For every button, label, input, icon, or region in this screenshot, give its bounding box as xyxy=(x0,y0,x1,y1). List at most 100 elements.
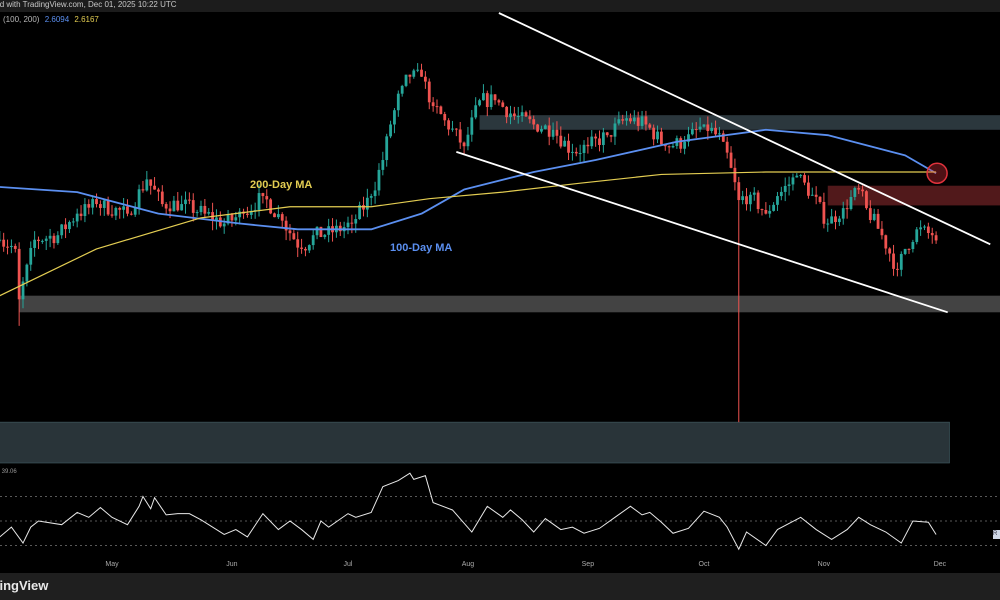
candle-body xyxy=(594,136,598,139)
candle-body xyxy=(215,217,218,221)
candle-body xyxy=(574,151,578,154)
ma200-line xyxy=(0,171,937,297)
candle-body xyxy=(56,235,60,244)
candle-body xyxy=(280,214,284,221)
candle-body xyxy=(687,134,690,142)
candle-body xyxy=(431,102,435,107)
candle-body xyxy=(234,217,238,221)
candle-body xyxy=(261,193,265,197)
candle-body xyxy=(698,126,702,130)
candle-body xyxy=(644,116,648,125)
candle-body xyxy=(810,194,814,196)
candle-body xyxy=(814,194,818,197)
candle-body xyxy=(745,196,748,205)
candle-body xyxy=(381,160,385,170)
x-tick-jun: Jun xyxy=(226,561,238,568)
candle-body xyxy=(919,227,923,230)
candle-body xyxy=(137,189,141,208)
candle-body xyxy=(33,239,37,248)
candle-body xyxy=(296,239,300,248)
candle-body xyxy=(358,205,362,220)
candle-body xyxy=(327,226,331,235)
candle-body xyxy=(319,226,323,238)
candle-body xyxy=(474,105,478,118)
candle-body xyxy=(640,116,644,126)
candle-body xyxy=(172,200,176,212)
candle-body xyxy=(865,191,868,209)
footer-bar: TradingView xyxy=(0,573,1000,600)
candle-body xyxy=(439,106,443,115)
indicator-legend: (100, 200) 2.6094 2.6167 xyxy=(3,15,99,25)
candle-body xyxy=(199,205,203,213)
candle-body xyxy=(489,94,493,108)
candle-body xyxy=(203,205,207,214)
candle-body xyxy=(795,175,799,178)
candle-body xyxy=(799,175,803,177)
zone-support xyxy=(19,295,1000,313)
candle-body xyxy=(226,214,230,224)
candle-body xyxy=(365,197,369,210)
candle-body xyxy=(29,247,33,265)
rsi-legend: ) 39.06 xyxy=(0,469,17,475)
candle-body xyxy=(180,204,184,211)
candle-body xyxy=(547,125,551,137)
candle-body xyxy=(834,216,837,223)
x-tick-oct: Oct xyxy=(698,561,710,568)
candle-body xyxy=(694,129,698,131)
candle-body xyxy=(609,135,613,137)
rsi-value: 39.06 xyxy=(1,469,17,475)
candle-body xyxy=(141,189,145,191)
candle-body xyxy=(311,235,315,246)
candle-body xyxy=(617,119,621,124)
candle-body xyxy=(110,214,114,216)
candle-body xyxy=(532,119,536,125)
x-tick-may: May xyxy=(105,561,119,568)
candle-body xyxy=(408,74,412,77)
candle-body xyxy=(803,175,806,183)
ma100-value: 2.6094 xyxy=(44,15,70,24)
candle-body xyxy=(60,224,64,236)
candle-body xyxy=(307,245,311,251)
candle-body xyxy=(497,100,501,103)
candle-body xyxy=(764,210,768,214)
candle-body xyxy=(841,208,845,219)
candle-body xyxy=(648,124,652,128)
candle-body xyxy=(102,200,106,208)
lower-trendline xyxy=(456,151,948,314)
candle-body xyxy=(926,226,930,234)
candle-body xyxy=(868,208,872,220)
candle-body xyxy=(567,140,570,153)
candle-body xyxy=(551,129,555,137)
candle-body xyxy=(629,118,632,122)
zone-resistance xyxy=(479,115,1000,130)
candle-body xyxy=(714,127,717,135)
candle-body xyxy=(768,210,772,214)
candle-body xyxy=(536,124,539,132)
candle-body xyxy=(524,112,528,117)
candle-body xyxy=(485,93,489,108)
candle-body xyxy=(354,219,358,224)
candle-body xyxy=(443,114,447,121)
candle-body xyxy=(690,129,694,135)
candle-body xyxy=(892,253,895,269)
candle-body xyxy=(478,100,481,106)
candle-body xyxy=(861,189,864,192)
candle-body xyxy=(176,200,180,211)
candle-body xyxy=(71,221,75,223)
candle-body xyxy=(304,248,307,251)
candle-body xyxy=(830,216,834,224)
candle-body xyxy=(0,239,2,241)
candle-body xyxy=(822,202,826,224)
candle-body xyxy=(265,196,269,200)
candle-body xyxy=(423,76,427,82)
candle-body xyxy=(168,208,172,212)
candle-body xyxy=(516,116,520,118)
candle-body xyxy=(79,213,83,217)
candle-body xyxy=(590,136,594,147)
x-tick-jul: Jul xyxy=(343,561,353,568)
candle-body xyxy=(872,213,876,220)
candle-body xyxy=(369,196,373,198)
candle-body xyxy=(451,128,454,130)
candle-body xyxy=(930,233,934,236)
